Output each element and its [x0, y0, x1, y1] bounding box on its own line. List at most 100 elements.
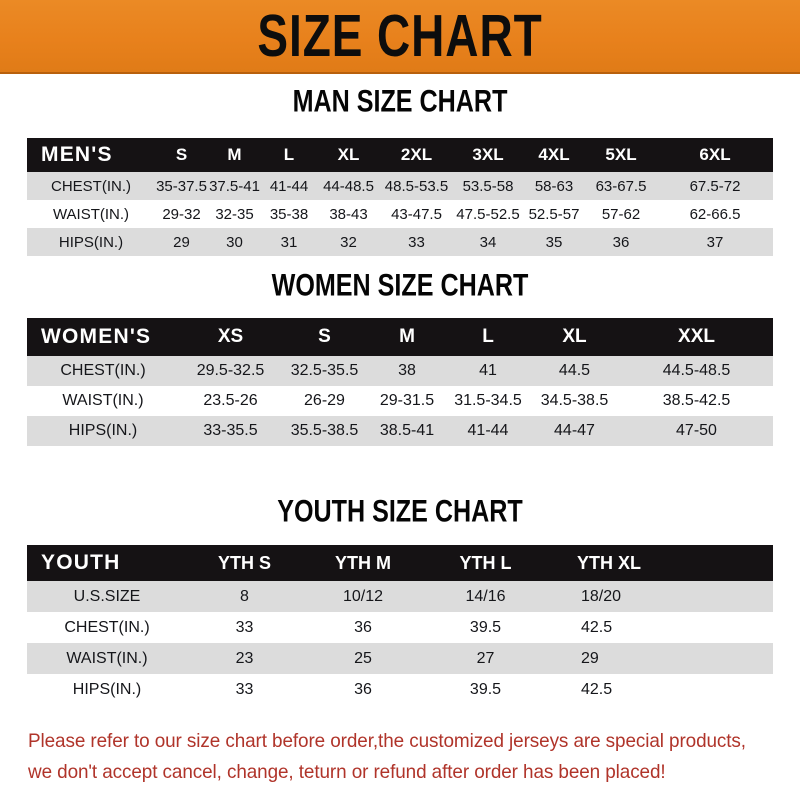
men-cell: 44-48.5 [317, 172, 380, 200]
men-col-header: M [208, 138, 261, 172]
youth-cell: 18/20 [547, 581, 773, 612]
men-table-header-row: MEN'S S M L XL 2XL 3XL 4XL 5XL 6XL [27, 138, 773, 172]
men-cell: 35-38 [261, 200, 317, 228]
youth-cell: 36 [302, 612, 424, 643]
men-cell: 35 [523, 228, 585, 256]
men-col-header: 6XL [657, 138, 773, 172]
men-cell: 37.5-41 [208, 172, 261, 200]
man-section-title: MAN SIZE CHART [292, 83, 508, 119]
youth-size-table: YOUTH YTH S YTH M YTH L YTH XL U.S.SIZE … [27, 545, 773, 705]
men-col-header: XL [317, 138, 380, 172]
youth-cell: 42.5 [547, 674, 773, 705]
youth-row-label: HIPS(IN.) [27, 674, 187, 705]
youth-cell: 33 [187, 612, 302, 643]
youth-cell: 39.5 [424, 674, 547, 705]
women-col-header: XL [529, 318, 620, 356]
women-row-label: WAIST(IN.) [27, 386, 179, 416]
women-cell: 34.5-38.5 [529, 386, 620, 416]
women-cell: 41 [447, 356, 529, 386]
men-cell: 30 [208, 228, 261, 256]
youth-row-label: CHEST(IN.) [27, 612, 187, 643]
women-col-header: XS [179, 318, 282, 356]
youth-table-header-row: YOUTH YTH S YTH M YTH L YTH XL [27, 545, 773, 581]
youth-cell: 33 [187, 674, 302, 705]
men-cell: 37 [657, 228, 773, 256]
women-table-header-row: WOMEN'S XS S M L XL XXL [27, 318, 773, 356]
women-col-header: XXL [620, 318, 773, 356]
men-cell: 53.5-58 [453, 172, 523, 200]
men-col-header: 4XL [523, 138, 585, 172]
men-cell: 48.5-53.5 [380, 172, 453, 200]
men-size-table: MEN'S S M L XL 2XL 3XL 4XL 5XL 6XL CHEST… [27, 138, 773, 256]
women-col-header: S [282, 318, 367, 356]
men-cell: 43-47.5 [380, 200, 453, 228]
page-title: SIZE CHART [257, 2, 543, 70]
men-cell: 29-32 [155, 200, 208, 228]
youth-col-header: YTH XL [547, 545, 773, 581]
men-cell: 52.5-57 [523, 200, 585, 228]
table-row: HIPS(IN.) 33 36 39.5 42.5 [27, 674, 773, 705]
men-row-label: HIPS(IN.) [27, 228, 155, 256]
youth-row-header-label: YOUTH [27, 545, 187, 581]
men-cell: 62-66.5 [657, 200, 773, 228]
men-cell: 47.5-52.5 [453, 200, 523, 228]
men-cell: 33 [380, 228, 453, 256]
women-cell: 44-47 [529, 416, 620, 446]
men-cell: 31 [261, 228, 317, 256]
women-cell: 23.5-26 [179, 386, 282, 416]
youth-section-title: YOUTH SIZE CHART [277, 493, 523, 529]
women-section-title: WOMEN SIZE CHART [271, 267, 529, 303]
women-cell: 44.5-48.5 [620, 356, 773, 386]
men-row-label: WAIST(IN.) [27, 200, 155, 228]
men-cell: 41-44 [261, 172, 317, 200]
men-col-header: S [155, 138, 208, 172]
table-row: U.S.SIZE 8 10/12 14/16 18/20 [27, 581, 773, 612]
youth-col-header: YTH S [187, 545, 302, 581]
table-row: WAIST(IN.) 23 25 27 29 [27, 643, 773, 674]
women-col-header: L [447, 318, 529, 356]
women-cell: 32.5-35.5 [282, 356, 367, 386]
women-cell: 38 [367, 356, 447, 386]
women-cell: 38.5-41 [367, 416, 447, 446]
men-cell: 36 [585, 228, 657, 256]
women-cell: 44.5 [529, 356, 620, 386]
men-cell: 67.5-72 [657, 172, 773, 200]
youth-col-header: YTH M [302, 545, 424, 581]
youth-cell: 23 [187, 643, 302, 674]
women-cell: 29-31.5 [367, 386, 447, 416]
men-col-header: 2XL [380, 138, 453, 172]
table-row: CHEST(IN.) 33 36 39.5 42.5 [27, 612, 773, 643]
women-cell: 31.5-34.5 [447, 386, 529, 416]
men-cell: 38-43 [317, 200, 380, 228]
men-cell: 63-67.5 [585, 172, 657, 200]
table-row: WAIST(IN.) 23.5-26 26-29 29-31.5 31.5-34… [27, 386, 773, 416]
women-row-label: HIPS(IN.) [27, 416, 179, 446]
women-cell: 35.5-38.5 [282, 416, 367, 446]
women-col-header: M [367, 318, 447, 356]
women-row-header-label: WOMEN'S [27, 318, 179, 356]
women-size-table: WOMEN'S XS S M L XL XXL CHEST(IN.) 29.5-… [27, 318, 773, 446]
men-cell: 35-37.5 [155, 172, 208, 200]
table-row: WAIST(IN.) 29-32 32-35 35-38 38-43 43-47… [27, 200, 773, 228]
men-cell: 32-35 [208, 200, 261, 228]
page-banner: SIZE CHART [0, 0, 800, 74]
women-cell: 38.5-42.5 [620, 386, 773, 416]
men-row-label: CHEST(IN.) [27, 172, 155, 200]
men-cell: 32 [317, 228, 380, 256]
youth-cell: 36 [302, 674, 424, 705]
footer-line-2: we don't accept cancel, change, teturn o… [28, 761, 666, 783]
men-col-header: 3XL [453, 138, 523, 172]
women-cell: 47-50 [620, 416, 773, 446]
youth-cell: 39.5 [424, 612, 547, 643]
youth-cell: 14/16 [424, 581, 547, 612]
youth-cell: 42.5 [547, 612, 773, 643]
women-cell: 41-44 [447, 416, 529, 446]
men-cell: 34 [453, 228, 523, 256]
youth-row-label: WAIST(IN.) [27, 643, 187, 674]
youth-cell: 29 [547, 643, 773, 674]
table-row: CHEST(IN.) 29.5-32.5 32.5-35.5 38 41 44.… [27, 356, 773, 386]
youth-cell: 27 [424, 643, 547, 674]
men-col-header: 5XL [585, 138, 657, 172]
footer-line-1: Please refer to our size chart before or… [28, 730, 746, 752]
